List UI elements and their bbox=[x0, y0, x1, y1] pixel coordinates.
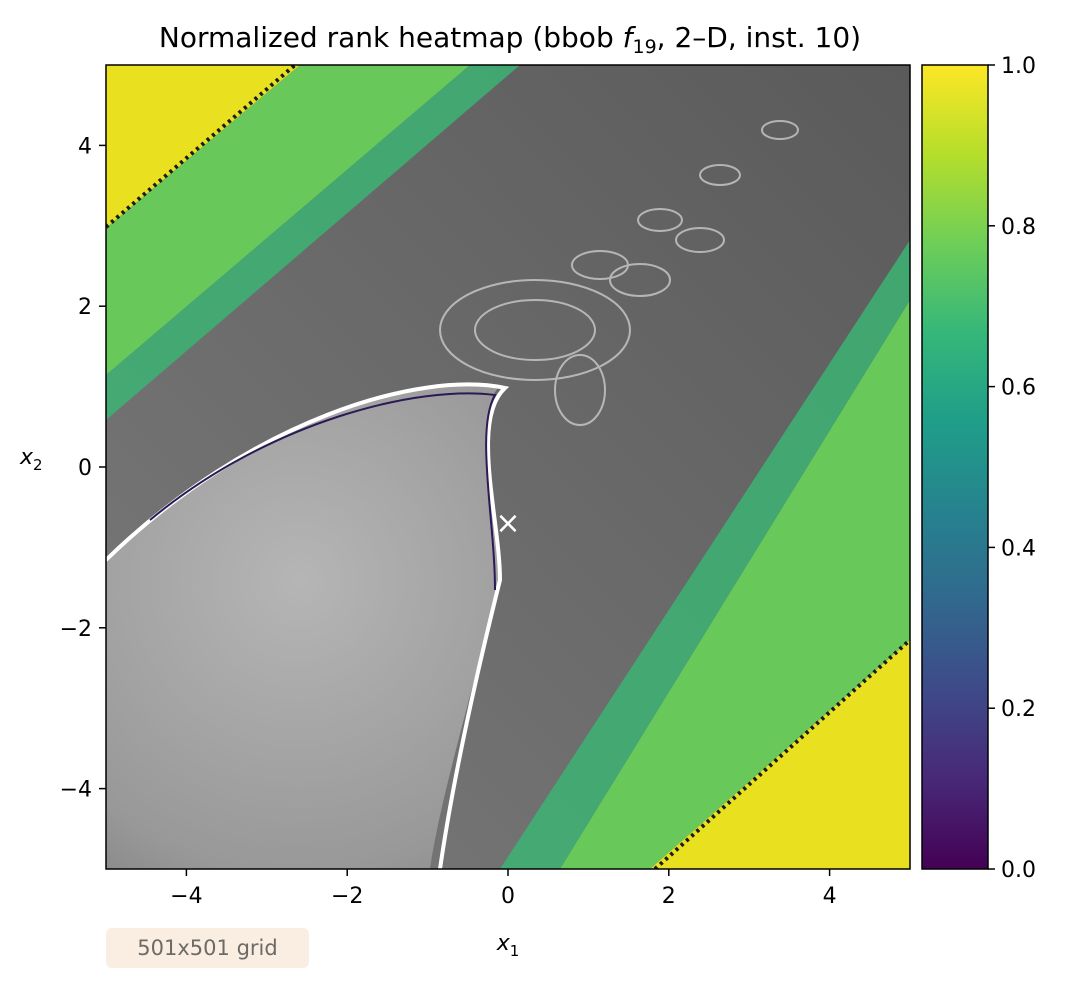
colorbar-tick-label: 0.0 bbox=[1001, 858, 1036, 883]
ridge-curve-dark bbox=[149, 392, 497, 591]
x-tick-label: −4 bbox=[170, 884, 202, 909]
chart-title: Normalized rank heatmap (bbob f19, 2–D, … bbox=[159, 21, 861, 58]
ridge-curve bbox=[106, 382, 510, 869]
y-tick-label: −2 bbox=[60, 617, 92, 642]
streak-lower bbox=[653, 638, 910, 869]
colorbar-tick-label: 0.2 bbox=[1001, 697, 1036, 722]
y-tick-label: 2 bbox=[78, 295, 92, 320]
colorbar-ticks: 0.0 0.2 0.4 0.6 0.8 1.0 bbox=[988, 54, 1036, 883]
optimum-marker: × bbox=[495, 506, 520, 541]
x-tick-label: 0 bbox=[501, 884, 515, 909]
band-lower-teal bbox=[500, 240, 910, 869]
colorbar-tick-label: 0.8 bbox=[1001, 215, 1036, 240]
heatmap bbox=[106, 65, 910, 869]
band-upper-teal bbox=[106, 65, 520, 420]
y-tick-label: 4 bbox=[78, 134, 92, 159]
ring-texture bbox=[439, 120, 799, 426]
grid-size-note: 501x501 grid bbox=[106, 928, 309, 968]
fan-region bbox=[106, 382, 500, 869]
x-axis-ticks: −4 −2 0 2 4 bbox=[170, 869, 837, 909]
colorbar-tick-label: 0.6 bbox=[1001, 376, 1036, 401]
y-tick-label: −4 bbox=[60, 778, 92, 803]
colorbar-tick-label: 1.0 bbox=[1001, 54, 1036, 79]
x-axis-label: x1 bbox=[496, 931, 520, 960]
colorbar bbox=[921, 64, 989, 870]
colorbar-tick-label: 0.4 bbox=[1001, 536, 1036, 561]
y-axis-label: x2 bbox=[19, 445, 43, 474]
y-tick-label: 0 bbox=[78, 456, 92, 481]
y-axis-ticks: −4 −2 0 2 4 bbox=[60, 134, 106, 803]
x-tick-label: 4 bbox=[823, 884, 837, 909]
x-tick-label: −2 bbox=[331, 884, 363, 909]
x-tick-label: 2 bbox=[662, 884, 676, 909]
